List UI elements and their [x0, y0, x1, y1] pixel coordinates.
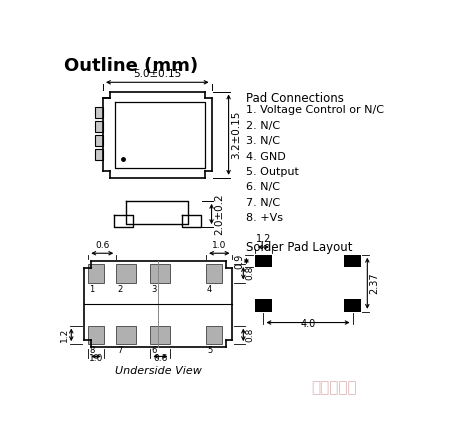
- Bar: [116, 326, 137, 344]
- Text: 5: 5: [207, 347, 212, 355]
- Text: 8: 8: [89, 347, 95, 355]
- Text: 3. N/C: 3. N/C: [246, 136, 280, 146]
- Text: 1.2: 1.2: [256, 234, 271, 244]
- Bar: [206, 264, 222, 282]
- Text: 2.37: 2.37: [370, 272, 380, 294]
- Bar: [116, 264, 137, 282]
- Text: 4. GND: 4. GND: [246, 152, 286, 162]
- Bar: [344, 255, 361, 267]
- Text: 1.0: 1.0: [89, 354, 103, 362]
- Text: 5.0±0.15: 5.0±0.15: [133, 69, 181, 79]
- Text: 3.2±0.15: 3.2±0.15: [231, 110, 241, 159]
- Bar: [89, 326, 104, 344]
- Text: 6: 6: [151, 347, 156, 355]
- Bar: [95, 135, 103, 146]
- Text: 7: 7: [117, 347, 122, 355]
- Text: 0.6: 0.6: [95, 241, 109, 250]
- Bar: [95, 107, 103, 118]
- Bar: [255, 299, 272, 312]
- Text: 4: 4: [207, 285, 212, 294]
- Text: 1: 1: [89, 285, 94, 294]
- Text: 8. +Vs: 8. +Vs: [246, 213, 284, 223]
- Text: 6. N/C: 6. N/C: [246, 183, 280, 192]
- Text: 0.6: 0.6: [153, 354, 168, 362]
- Bar: [95, 149, 103, 160]
- Text: Solder Pad Layout: Solder Pad Layout: [246, 241, 353, 254]
- Text: 0.8: 0.8: [246, 266, 255, 280]
- Bar: [344, 299, 361, 312]
- Bar: [150, 326, 171, 344]
- Bar: [89, 264, 104, 282]
- Text: 2: 2: [117, 285, 122, 294]
- Text: 金洛鑑电子: 金洛鑑电子: [311, 380, 357, 395]
- Text: 7. N/C: 7. N/C: [246, 198, 281, 208]
- Text: Outline (mm): Outline (mm): [65, 57, 198, 75]
- Text: 1.2: 1.2: [60, 328, 69, 342]
- Text: Underside View: Underside View: [114, 366, 202, 376]
- Text: 3: 3: [151, 285, 156, 294]
- Text: 4.0: 4.0: [300, 319, 316, 329]
- Text: 5. Output: 5. Output: [246, 167, 299, 177]
- Text: Pad Connections: Pad Connections: [246, 91, 344, 105]
- Text: 0.8: 0.8: [246, 328, 255, 342]
- Text: 1. Voltage Control or N/C: 1. Voltage Control or N/C: [246, 105, 384, 115]
- Text: 1.0: 1.0: [212, 241, 227, 250]
- Text: 2.0±0.2: 2.0±0.2: [214, 193, 224, 235]
- Bar: [255, 255, 272, 267]
- Bar: [206, 326, 222, 344]
- Text: 0.9: 0.9: [234, 253, 244, 269]
- Bar: [150, 264, 171, 282]
- Bar: [95, 121, 103, 132]
- Text: 2. N/C: 2. N/C: [246, 121, 281, 131]
